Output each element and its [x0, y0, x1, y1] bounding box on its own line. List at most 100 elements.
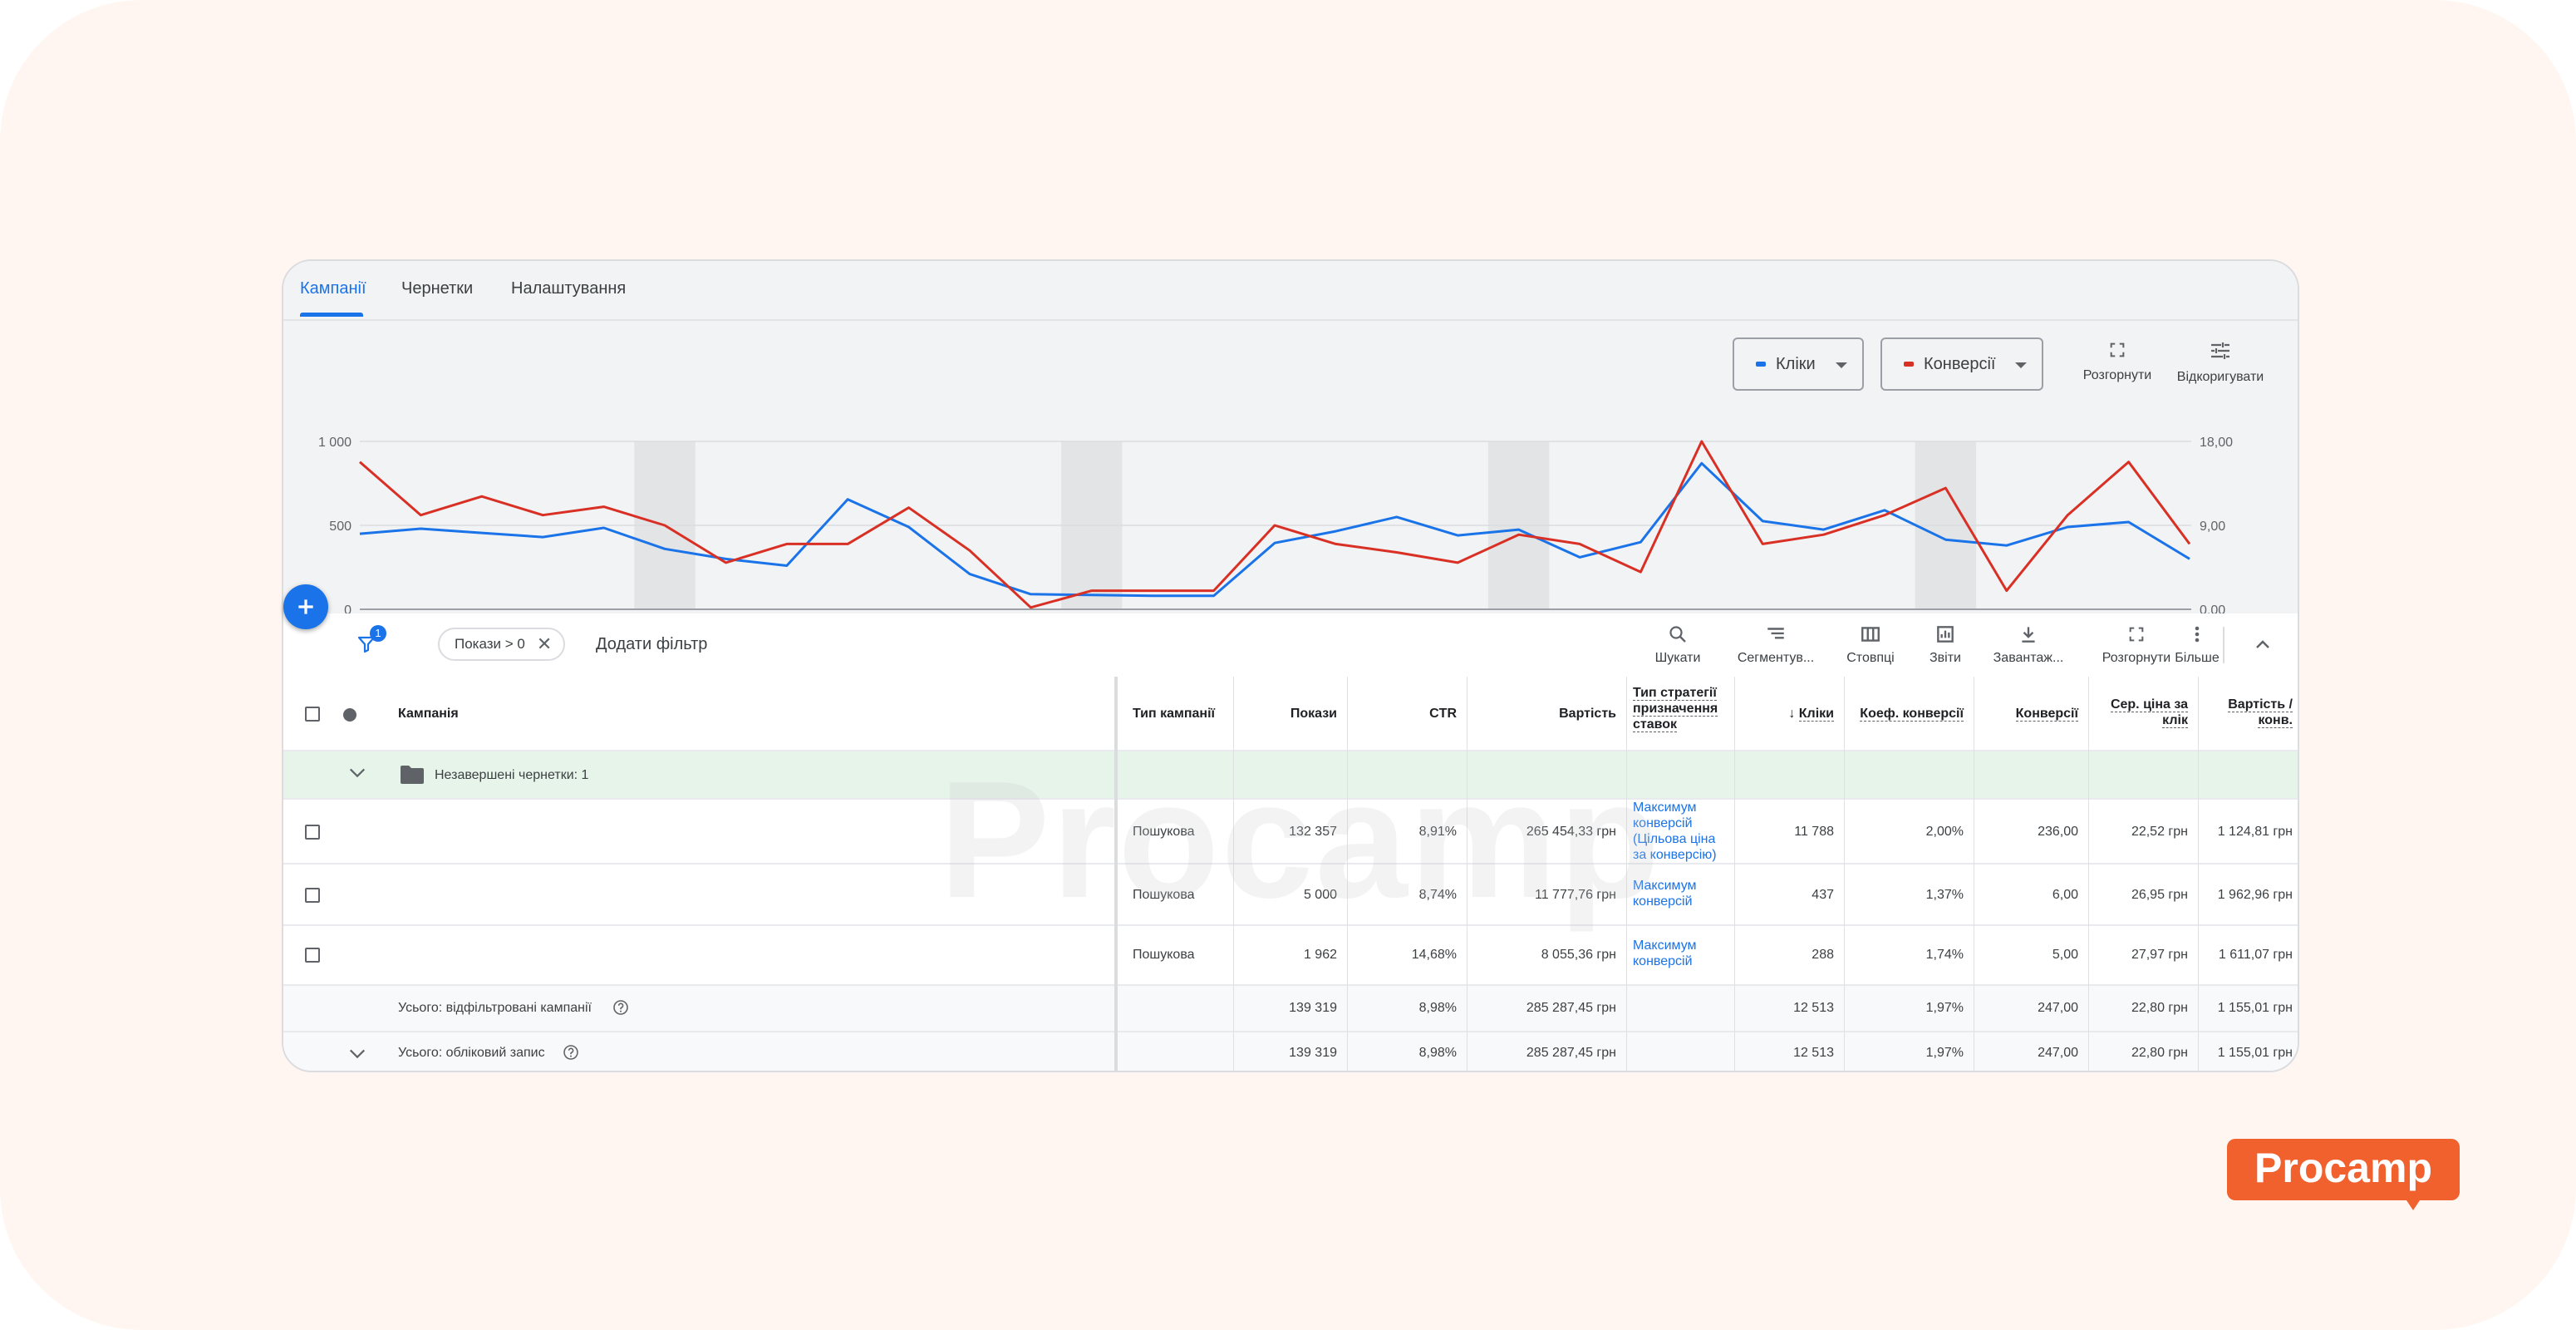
tab-campaigns[interactable]: Кампанії [300, 279, 366, 298]
columns-button[interactable]: Стовпці [1821, 623, 1920, 666]
header-bid-strategy-line1: Тип стратегії [1633, 686, 1717, 701]
impressions-total: 139 319 [1289, 1046, 1337, 1060]
more-vert-icon [2195, 626, 2200, 643]
toolbar-divider [2223, 627, 2225, 663]
more-button[interactable]: Більше [2160, 623, 2234, 666]
help-icon[interactable] [563, 1044, 579, 1061]
chevron-down-icon[interactable] [348, 1047, 366, 1061]
add-campaign-button[interactable] [283, 584, 328, 629]
header-campaign[interactable]: Кампанія [398, 707, 459, 721]
header-campaign-type[interactable]: Тип кампанії [1133, 707, 1216, 721]
impressions-value: 5 000 [1303, 888, 1337, 902]
column-divider [1347, 677, 1348, 1071]
y-right-tick-label: 18,00 [2200, 436, 2233, 450]
performance-chart-area: 1 000 18,00 500 9,00 0 0,00 Кліки Конверсії Р… [283, 321, 2298, 613]
impressions-total: 139 319 [1289, 1001, 1337, 1015]
segment-button[interactable]: Сегментув... [1726, 623, 1826, 666]
bid-strategy-link[interactable]: Максимум конверсій [1633, 878, 1697, 909]
adjust-chart-button[interactable]: Відкоригувати [2166, 341, 2274, 385]
series-line-clicks [359, 461, 2190, 598]
y-left-tick-label: 0 [344, 603, 351, 613]
download-label: Завантаж... [1993, 651, 2064, 665]
clicks-value: 11 788 [1794, 825, 1834, 839]
header-bid-strategy-line2: призначення [1633, 702, 1718, 717]
conv-rate-value: 1,37% [1925, 888, 1964, 902]
status-dot-icon [343, 708, 356, 722]
table-header-row [283, 677, 2298, 751]
header-clicks[interactable]: ↓ Кліки [1743, 707, 1834, 722]
header-bid-strategy[interactable]: Тип стратегії призначення ставок [1633, 685, 1718, 732]
y-left-tick-label: 1 000 [318, 436, 351, 450]
cost-per-conv-value: 1 124,81 грн [2217, 825, 2293, 839]
conversions-total: 247,00 [2038, 1046, 2078, 1060]
filter-chip-impressions[interactable]: Покази > 0 ✕ [438, 628, 566, 661]
download-button[interactable]: Завантаж... [1979, 623, 2078, 666]
header-conversions[interactable]: Конверсії [1979, 707, 2078, 722]
expand-chart-button[interactable]: Розгорнути [2063, 341, 2171, 383]
table-row[interactable] [283, 800, 2298, 864]
header-avg-cpc[interactable]: Сер. ціна за клік [2092, 697, 2188, 728]
metric-conversions-label: Конверсії [1924, 354, 1996, 373]
totals-filtered-label: Усього: відфільтровані кампанії [398, 1001, 592, 1015]
campaign-type: Пошукова [1133, 825, 1195, 839]
chevron-down-icon [2015, 362, 2027, 368]
avg-cpc-value: 22,52 грн [2131, 825, 2188, 839]
tab-settings[interactable]: Налаштування [511, 279, 627, 298]
add-filter-button[interactable]: Додати фільтр [596, 635, 708, 653]
search-icon [1669, 626, 1686, 643]
header-bid-strategy-line3: ставок [1633, 717, 1678, 732]
cost-per-conv-total: 1 155,01 грн [2217, 1001, 2293, 1015]
fullscreen-icon [2129, 627, 2144, 642]
totals-row-filtered [283, 986, 2298, 1032]
search-button[interactable]: Шукати [1628, 623, 1728, 666]
select-all-checkbox[interactable] [305, 707, 320, 722]
bid-strategy-link[interactable]: Максимум конверсій (Цільова ціна за конв… [1633, 800, 1717, 863]
header-ctr[interactable]: CTR [1429, 707, 1457, 721]
draft-group-row[interactable] [283, 751, 2298, 800]
help-icon[interactable] [612, 999, 629, 1016]
segment-icon [1767, 628, 1784, 639]
campaign-type: Пошукова [1133, 948, 1195, 962]
metric-selector-clicks[interactable]: Кліки [1733, 337, 1864, 391]
column-divider [1734, 677, 1735, 1071]
tab-drafts[interactable]: Чернетки [401, 279, 474, 298]
procamp-logo: Procamp [2227, 1139, 2460, 1210]
row-checkbox[interactable] [305, 888, 320, 903]
adjust-label: Відкоригувати [2176, 370, 2264, 384]
row-checkbox[interactable] [305, 825, 320, 840]
row-checkbox[interactable] [305, 948, 320, 963]
clicks-value: 437 [1812, 888, 1834, 902]
bid-strategy-link[interactable]: Максимум конверсій [1633, 938, 1697, 969]
chevron-down-icon[interactable] [348, 766, 366, 780]
procamp-logo-text: Procamp [2254, 1145, 2432, 1191]
cost-value: 265 454,33 грн [1526, 825, 1616, 839]
reports-icon [1937, 626, 1954, 643]
header-cost[interactable]: Вартість [1559, 707, 1616, 721]
metric-clicks-label: Кліки [1776, 354, 1816, 373]
conv-rate-total: 1,97% [1925, 1001, 1964, 1015]
chevron-down-icon [1836, 362, 1847, 368]
clicks-total: 12 513 [1793, 1046, 1834, 1060]
conversions-value: 5,00 [2052, 948, 2078, 962]
metric-selector-conversions[interactable]: Конверсії [1880, 337, 2043, 391]
header-conv-rate[interactable]: Коеф. конверсії [1849, 707, 1964, 722]
fullscreen-icon [2110, 342, 2125, 357]
expand-table-button[interactable]: Розгорнути [2087, 623, 2186, 666]
header-cost-per-conv-line1: Вартість / [2228, 697, 2293, 712]
bid-strategy-line: конверсій [1633, 894, 1693, 909]
header-cost-per-conv[interactable]: Вартість / конв. [2201, 697, 2293, 728]
table-row[interactable] [283, 864, 2298, 926]
column-divider [1114, 677, 1118, 1071]
ctr-value: 8,91% [1418, 825, 1457, 839]
header-clicks-label: Кліки [1798, 707, 1834, 722]
column-divider [2088, 677, 2089, 1071]
reports-button[interactable]: Звіти [1895, 623, 1995, 666]
header-impressions[interactable]: Покази [1290, 707, 1337, 721]
columns-icon [1861, 627, 1880, 642]
column-divider [2198, 677, 2199, 1071]
table-row[interactable] [283, 926, 2298, 986]
y-left-tick-label: 500 [329, 520, 351, 534]
close-icon[interactable]: ✕ [536, 633, 553, 654]
series-line-conversions [359, 440, 2191, 609]
chevron-up-icon[interactable] [2253, 635, 2273, 655]
